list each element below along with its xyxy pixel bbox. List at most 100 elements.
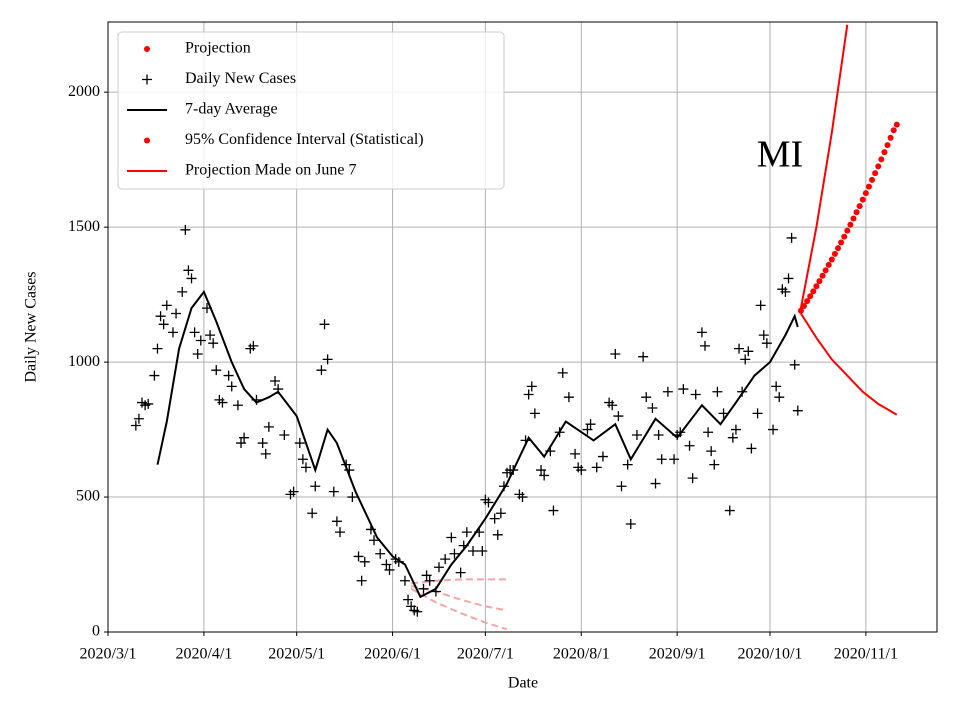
case-marker — [310, 481, 321, 492]
case-marker — [498, 481, 509, 492]
projection-dot — [800, 302, 807, 309]
projection-dot — [825, 261, 832, 268]
case-marker — [768, 424, 779, 435]
y-tick-label: 1000 — [68, 353, 100, 370]
legend-marker — [142, 74, 152, 85]
legend-label: 95% Confidence Interval (Statistical) — [185, 131, 424, 148]
case-marker — [211, 365, 222, 376]
case-marker — [143, 398, 154, 409]
case-marker — [273, 384, 284, 395]
case-marker — [631, 429, 642, 440]
case-marker — [740, 354, 751, 365]
case-marker — [449, 548, 460, 559]
case-marker — [195, 335, 206, 346]
projection-dot — [810, 288, 817, 295]
y-tick-label: 0 — [92, 623, 100, 640]
projection-dot — [835, 245, 842, 252]
case-marker — [461, 527, 472, 538]
case-marker — [257, 438, 268, 449]
case-marker — [641, 392, 652, 403]
case-marker — [251, 394, 262, 405]
projection-dot — [804, 298, 811, 305]
projection-dot — [822, 267, 829, 274]
x-tick-label: 2020/6/1 — [364, 646, 421, 663]
case-marker — [300, 462, 311, 473]
case-marker — [771, 381, 782, 392]
case-marker — [526, 381, 537, 392]
case-marker — [161, 300, 172, 311]
annotation: MI — [757, 134, 803, 176]
case-marker — [155, 311, 166, 322]
case-marker — [297, 454, 308, 465]
case-marker — [709, 459, 720, 470]
projection-dot — [893, 121, 900, 128]
projection-dot — [859, 196, 866, 203]
case-marker — [341, 459, 352, 470]
case-marker — [359, 556, 370, 567]
case-marker — [167, 327, 178, 338]
case-marker — [622, 459, 633, 470]
case-marker — [737, 386, 748, 397]
case-marker — [375, 548, 386, 559]
case-marker — [393, 556, 404, 567]
case-marker — [334, 527, 345, 538]
case-marker — [248, 340, 259, 351]
case-marker — [205, 330, 216, 341]
case-marker — [752, 408, 763, 419]
projection-dot — [828, 256, 835, 263]
case-marker — [774, 392, 785, 403]
case-marker — [529, 408, 540, 419]
y-tick-label: 500 — [76, 488, 100, 505]
case-marker — [223, 370, 234, 381]
x-tick-label: 2020/7/1 — [457, 646, 514, 663]
projection-dot — [816, 278, 823, 285]
case-marker — [585, 419, 596, 430]
projection-dot — [875, 163, 882, 170]
case-marker — [492, 529, 503, 540]
case-marker — [180, 224, 191, 235]
projection-dot — [862, 190, 869, 197]
plot-area — [130, 24, 900, 631]
legend-marker — [144, 46, 150, 52]
case-marker — [446, 532, 457, 543]
case-marker — [279, 429, 290, 440]
case-marker — [712, 386, 723, 397]
case-marker — [171, 308, 182, 319]
projection-dot — [844, 227, 851, 234]
case-marker — [758, 330, 769, 341]
case-marker — [412, 606, 423, 617]
case-marker — [734, 343, 745, 354]
june-projection-line — [410, 587, 508, 631]
case-marker — [780, 286, 791, 297]
case-marker — [177, 286, 188, 297]
case-marker — [678, 384, 689, 395]
projection-dot — [878, 156, 885, 163]
projection-dot — [838, 239, 845, 246]
projection-dot — [797, 307, 804, 314]
case-marker — [638, 351, 649, 362]
case-marker — [783, 273, 794, 284]
case-marker — [582, 424, 593, 435]
case-marker — [288, 486, 299, 497]
case-marker — [576, 465, 587, 476]
case-marker — [149, 370, 160, 381]
case-marker — [653, 429, 664, 440]
case-marker — [208, 338, 219, 349]
case-marker — [455, 567, 466, 578]
projection-dot — [872, 170, 879, 177]
case-marker — [718, 408, 729, 419]
x-tick-label: 2020/3/1 — [80, 646, 137, 663]
case-marker — [489, 513, 500, 524]
case-marker — [616, 481, 627, 492]
case-marker — [421, 570, 432, 581]
case-marker — [232, 400, 243, 411]
case-marker — [730, 424, 741, 435]
case-marker — [322, 354, 333, 365]
legend-label: Projection — [185, 40, 251, 57]
projection-dot — [884, 142, 891, 149]
legend-marker — [144, 137, 150, 144]
case-marker — [474, 527, 485, 538]
case-marker — [440, 554, 451, 565]
case-marker — [307, 508, 318, 519]
